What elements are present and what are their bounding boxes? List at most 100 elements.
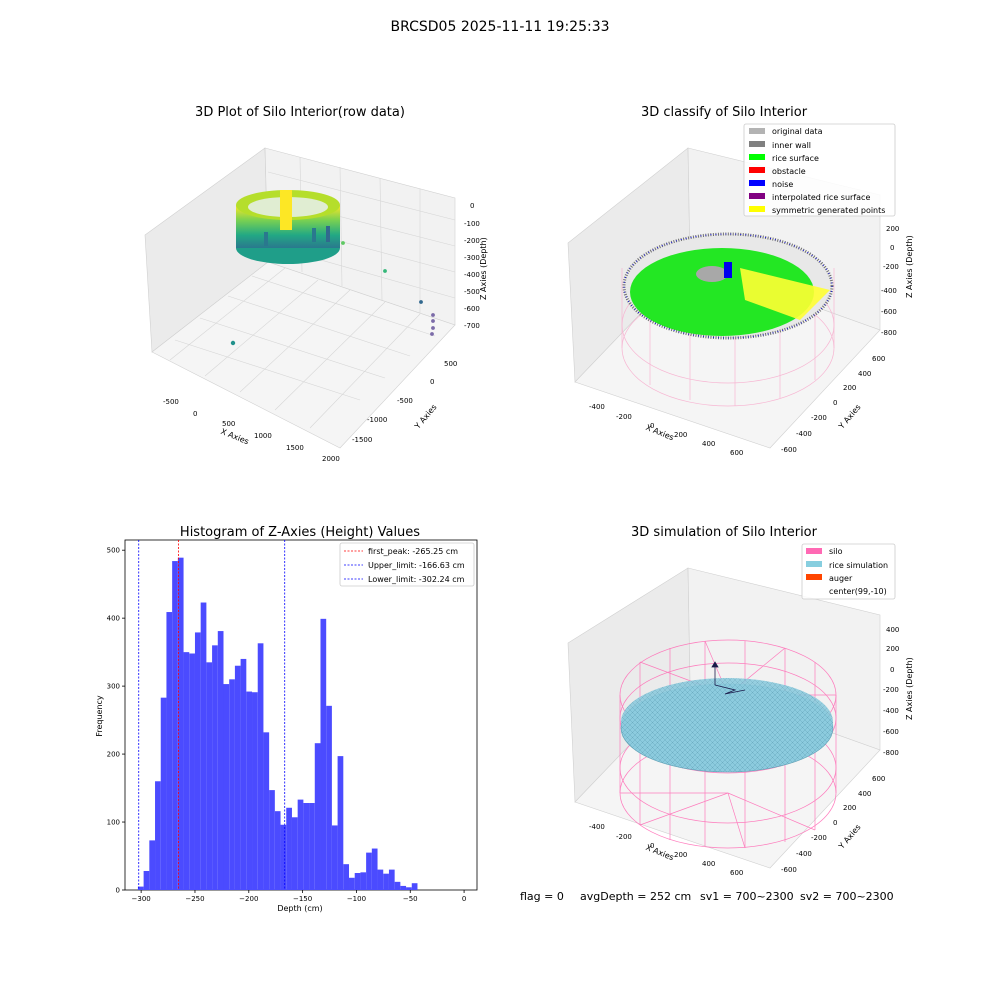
legend-swatch-rice-surface [749, 154, 765, 160]
classify-y-tick: 0 [833, 399, 837, 407]
classify-x-tick: 200 [674, 431, 687, 439]
legend-label-inner-wall: inner wall [772, 141, 811, 150]
histogram-bar [155, 781, 161, 890]
histogram-bar [172, 561, 178, 890]
raw-z-tick: 0 [470, 202, 474, 210]
classify-y-tick: -200 [811, 414, 827, 422]
classify-legend: original data inner wall rice surface ob… [743, 123, 896, 217]
histogram-bar [349, 877, 355, 890]
classify-x-tick: 400 [702, 440, 715, 448]
legend-swatch-original-data [749, 128, 765, 134]
classify-z-tick: 200 [886, 225, 899, 233]
simulation-chart-title: 3D simulation of Silo Interior [631, 525, 818, 540]
histogram-x-tick-label: −250 [185, 895, 204, 903]
histogram-bar [303, 803, 310, 890]
simulation-x-tick: -200 [616, 833, 632, 841]
legend-label-upper-limit: Upper_limit: -166.63 cm [368, 561, 465, 570]
raw-gridlines [169, 156, 456, 429]
classify-y-label: Y Axies [836, 403, 862, 432]
histogram-bar [240, 658, 247, 890]
histogram-bar [314, 743, 321, 890]
simulation-y-label: Y Axies [836, 823, 862, 852]
raw-point-cloud [236, 190, 340, 264]
simulation-legend: silo rice simulation auger center(99,-10… [801, 543, 896, 600]
histogram-bar [388, 869, 395, 890]
histogram-bar [212, 645, 218, 890]
histogram-bar [366, 852, 372, 890]
simulation-x-tick: 200 [674, 851, 687, 859]
classify-x-tick: -200 [616, 413, 632, 421]
legend-label-symmetric: symmetric generated points [772, 206, 885, 215]
histogram-bar [309, 803, 315, 890]
simulation-y-tick: 0 [833, 819, 837, 827]
histogram-x-tick-label: −150 [293, 895, 312, 903]
histogram-bar [223, 684, 230, 890]
histogram-y-ticks: 0 100 200 300 400 500 [107, 547, 125, 895]
histogram-x-tick-label: −50 [403, 895, 418, 903]
panel-classify-3d: 3D classify of Silo Interior -400 -200 0… [567, 105, 914, 457]
simulation-y-tick: 400 [858, 790, 871, 798]
simulation-z-label: Z Axies (Depth) [905, 657, 914, 720]
classify-y-tick: 600 [872, 355, 885, 363]
histogram-y-tick-label: 300 [107, 683, 120, 691]
classify-chart-title: 3D classify of Silo Interior [641, 105, 808, 120]
histogram-y-tick-label: 200 [107, 751, 120, 759]
histogram-legend: first_peak: -265.25 cm Upper_limit: -166… [339, 542, 475, 587]
histogram-bar [143, 870, 150, 890]
classify-z-tick: -800 [881, 329, 897, 337]
histogram-y-tick-label: 400 [107, 615, 120, 623]
classify-x-tick: -400 [589, 403, 605, 411]
simulation-x-label: X Axies [644, 843, 675, 862]
legend-swatch-noise [749, 180, 765, 186]
histogram-bar [280, 824, 287, 890]
raw-z-tick: -100 [464, 220, 480, 228]
histogram-y-label: Frequency [95, 695, 104, 737]
simulation-z-tick: 200 [886, 645, 899, 653]
classify-z-tick: -600 [881, 308, 897, 316]
raw-outlier-point [419, 300, 423, 304]
histogram-bar [291, 817, 298, 890]
avg-depth-text: avgDepth = 252 cm [580, 890, 691, 903]
histogram-bar [183, 652, 190, 890]
histogram-bars [137, 557, 418, 890]
raw-outliers [230, 241, 435, 346]
histogram-bar [394, 881, 401, 890]
simulation-y-tick: -200 [811, 834, 827, 842]
raw-x-tick: -500 [163, 398, 179, 406]
raw-z-label: Z Axies (Depth) [479, 237, 488, 300]
histogram-bar [326, 705, 332, 890]
panel-histogram: Histogram of Z-Axies (Height) Values −30… [95, 525, 478, 913]
simulation-z-tick: -600 [883, 728, 899, 736]
simulation-rice-surface [620, 678, 834, 773]
legend-label-auger: auger [829, 574, 853, 583]
legend-label-original-data: original data [772, 127, 823, 136]
raw-outlier-point [430, 332, 434, 336]
histogram-bar [263, 732, 270, 890]
panel-raw-3d: 3D Plot of Silo Interior(row data) [144, 105, 488, 463]
legend-label-interpolated: interpolated rice surface [772, 193, 870, 202]
simulation-auger [711, 661, 746, 695]
classify-y-tick: -400 [796, 430, 812, 438]
histogram-y-tick-label: 100 [107, 819, 120, 827]
histogram-bar [160, 697, 167, 890]
histogram-bar [229, 679, 235, 890]
legend-label-first-peak: first_peak: -265.25 cm [368, 547, 458, 556]
histogram-y-tick-label: 500 [107, 547, 120, 555]
raw-y-tick: -500 [397, 397, 413, 405]
histogram-bar [177, 557, 184, 890]
classify-z-label: Z Axies (Depth) [905, 235, 914, 298]
histogram-bar [274, 811, 281, 890]
histogram-x-tick-label: −300 [132, 895, 151, 903]
histogram-bar [377, 869, 384, 890]
raw-x-tick: 2000 [322, 455, 340, 463]
histogram-bar [406, 887, 412, 890]
raw-x-tick: 1500 [286, 444, 304, 452]
raw-y-label: Y Axies [412, 403, 438, 432]
legend-label-rice-simulation: rice simulation [829, 561, 888, 570]
legend-label-noise: noise [772, 180, 793, 189]
raw-z-tick: -400 [464, 271, 480, 279]
footer-status: flag = 0 avgDepth = 252 cm sv1 = 700~230… [520, 890, 894, 903]
sv2-text: sv2 = 700~2300 [800, 890, 894, 903]
simulation-z-tick: 400 [886, 626, 899, 634]
